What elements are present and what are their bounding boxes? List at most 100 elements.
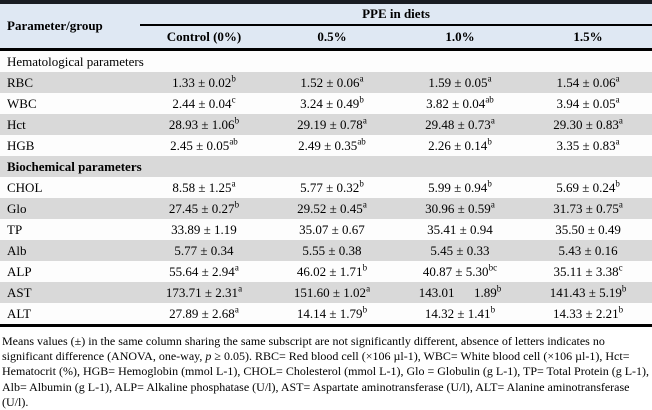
significance-superscript: a [618,115,623,126]
value-cell: 33.89 ± 1.19 [140,219,268,240]
mean-sd-value: 30.96 ± 0.59 [425,201,491,216]
table-row: Hct 28.93 ± 1.06b 29.19 ± 0.78a 29.48 ± 0.7… [0,114,652,135]
significance-superscript: c [618,262,623,273]
table-row: Alb 5.77 ± 0.34 5.55 ± 0.38 5.45 ± 0.33 5.43… [0,240,652,261]
mean-sd-value: 1.59 ± 0.05 [428,75,488,90]
significance-superscript: a [234,262,239,273]
value-cell: 5.69 ± 0.24b [524,177,652,198]
parameter-group-header: Parameter/group [0,2,140,51]
value-cell: 1.54 ± 0.06a [524,72,652,93]
ppe-in-diets-label: PPE in diets [362,6,430,21]
significance-superscript: a [362,115,367,126]
value-cell: 29.19 ± 0.78a [268,114,396,135]
section-row: Hematological parameters [0,49,652,72]
significance-superscript: b [362,262,368,273]
significance-superscript: ab [357,136,366,147]
significance-superscript: a [618,199,623,210]
column-header-0: Control (0%) [140,25,268,51]
value-cell: 1.33 ± 0.02b [140,72,268,93]
value-cell: 35.41 ± 0.94 [396,219,524,240]
significance-superscript: a [359,73,364,84]
value-cell: 31.73 ± 0.75a [524,198,652,219]
significance-superscript: a [615,94,620,105]
significance-superscript: b [359,178,364,189]
significance-superscript: b [234,115,240,126]
mean-sd-value: 5.43 ± 0.16 [558,243,618,258]
column-header-row: Control (0%) 0.5% 1.0% 1.5% [0,25,652,51]
mean-sd-value: 143.01 1.89 [418,285,497,300]
mean-sd-value: 35.50 ± 0.49 [555,222,621,237]
significance-superscript: c [231,94,236,105]
mean-sd-value: 5.99 ± 0.94 [428,180,488,195]
mean-sd-value: 5.77 ± 0.32 [300,180,360,195]
value-cell: 151.60 ± 1.02a [268,282,396,303]
table-row: TP 33.89 ± 1.19 35.07 ± 0.67 35.41 ± 0.94 35… [0,219,652,240]
value-cell: 14.32 ± 1.41b [396,303,524,327]
parameter-name: AST [7,285,32,300]
significance-superscript: b [487,136,492,147]
mean-sd-value: 3.35 ± 0.83 [556,138,616,153]
mean-sd-value: 5.77 ± 0.34 [174,243,234,258]
value-cell: 3.24 ± 0.49b [268,93,396,114]
parameter-name: Alb [7,243,27,258]
table-body: Hematological parameters RBC 1.33 ± 0.02b 1… [0,49,652,327]
value-cell: 2.44 ± 0.04c [140,93,268,114]
table-header: Parameter/group PPE in diets Control (0%… [0,2,652,51]
mean-sd-value: 14.14 ± 1.79 [296,306,363,321]
mean-sd-value: 33.89 ± 1.19 [171,222,237,237]
parameter-name: Glo [7,201,27,216]
value-cell: 29.30 ± 0.83a [524,114,652,135]
mean-sd-value: 29.52 ± 0.45 [297,201,363,216]
value-cell: 173.71 ± 2.31a [140,282,268,303]
value-cell: 40.87 ± 5.30bc [396,261,524,282]
value-cell: 2.49 ± 0.35ab [268,135,396,156]
mean-sd-value: 29.30 ± 0.83 [553,117,619,132]
mean-sd-value: 8.58 ± 1.25 [172,180,232,195]
value-cell: 35.07 ± 0.67 [268,219,396,240]
parameter-name: ALP [7,264,32,279]
value-cell: 27.45 ± 0.27b [140,198,268,219]
significance-superscript: b [615,178,620,189]
value-cell: 27.89 ± 2.68a [140,303,268,327]
value-cell: 14.33 ± 2.21b [524,303,652,327]
section-row: Biochemical parameters [0,156,652,177]
mean-sd-value: 46.02 ± 1.71 [296,264,363,279]
mean-sd-value: 5.69 ± 0.24 [556,180,616,195]
column-header-2: 1.0% [396,25,524,51]
value-cell: 28.93 ± 1.06b [140,114,268,135]
mean-sd-value: 31.73 ± 0.75 [553,201,619,216]
value-cell: 3.35 ± 0.83a [524,135,652,156]
significance-superscript: ab [485,94,494,105]
table-row: CHOL 8.58 ± 1.25a 5.77 ± 0.32b 5.99 ± 0.94b… [0,177,652,198]
significance-superscript: b [231,73,236,84]
value-cell: 35.50 ± 0.49 [524,219,652,240]
value-cell: 5.45 ± 0.33 [396,240,524,261]
ppe-in-diets-header: PPE in diets [140,2,652,26]
significance-superscript: b [362,304,368,315]
table-row: HGB 2.45 ± 0.05ab 2.49 ± 0.35ab 2.26 ± 0.14… [0,135,652,156]
value-cell: 1.59 ± 0.05a [396,72,524,93]
mean-sd-value: 40.87 ± 5.30 [422,264,489,279]
significance-superscript: b [496,283,502,294]
table-footnote: Means values (±) in the same column shar… [2,334,650,410]
significance-superscript: b [487,178,492,189]
value-cell: 2.26 ± 0.14b [396,135,524,156]
parameter-name: ALT [0,303,140,327]
parameter-name: HGB [7,138,35,153]
value-cell: 30.96 ± 0.59a [396,198,524,219]
footnote-p-symbol: p [205,349,212,364]
value-cell: 55.64 ± 2.94a [140,261,268,282]
mean-sd-value: 14.33 ± 2.21 [552,306,619,321]
value-cell: 3.82 ± 0.04ab [396,93,524,114]
ppe-diets-table: Parameter/group PPE in diets Control (0%… [0,0,652,327]
value-cell: 8.58 ± 1.25a [140,177,268,198]
mean-sd-value: 27.45 ± 0.27 [168,201,235,216]
table-row: ALT 27.89 ± 2.68a 14.14 ± 1.79b 14.32 ± 1.4… [0,303,652,327]
table-row: RBC 1.33 ± 0.02b 1.52 ± 0.06a 1.59 ± 0.05a 1… [0,72,652,93]
value-cell: 1.52 ± 0.06a [268,72,396,93]
value-cell: 141.43 ± 5.19b [524,282,652,303]
mean-sd-value: 3.94 ± 0.05 [556,96,616,111]
value-cell: 5.77 ± 0.34 [140,240,268,261]
significance-superscript: a [231,178,236,189]
